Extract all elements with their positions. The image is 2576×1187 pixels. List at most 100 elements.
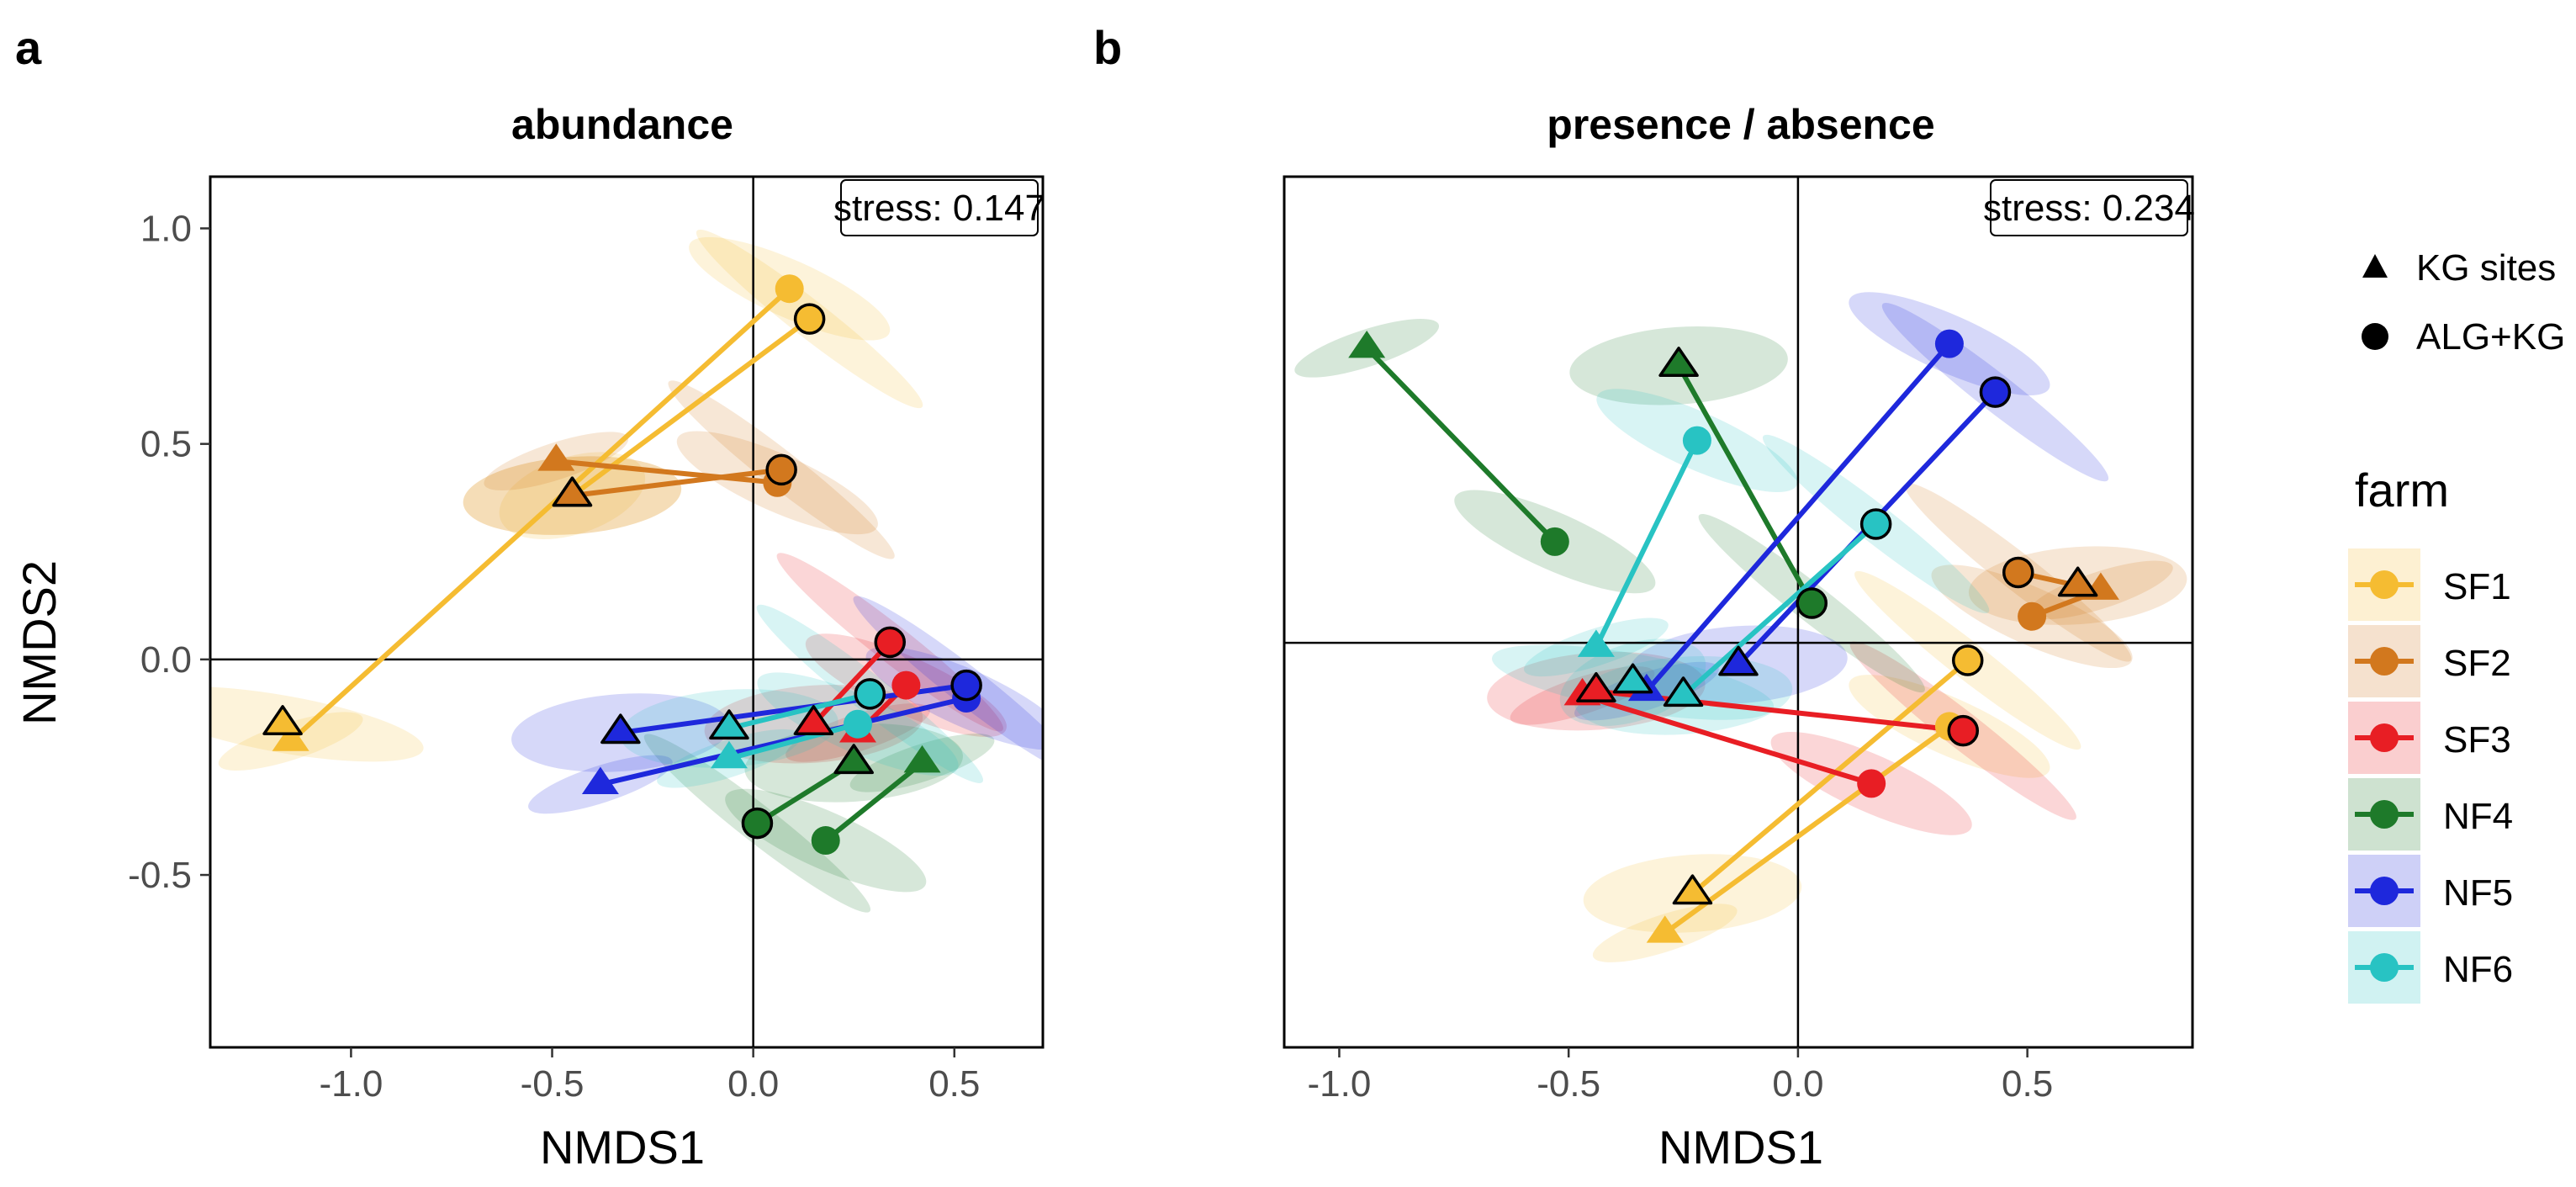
legend: KG sites ALG+KG sites farm SF1 SF2 SF3 NF4 N…	[2348, 247, 2576, 1004]
x-tick-label: -0.5	[521, 1063, 584, 1105]
kg-point-nf4	[903, 745, 941, 773]
legend-farm-nf4: NF4	[2348, 778, 2513, 851]
alg-kg-point-nf4	[1796, 587, 1828, 619]
legend-farm-nf6: NF6	[2348, 931, 2513, 1004]
legend-farm-label: NF5	[2443, 872, 2513, 914]
legend-farm-label: NF6	[2443, 949, 2513, 990]
alg-kg-point-sf3	[1857, 769, 1886, 798]
legend-triangle-key	[2362, 254, 2388, 278]
kg-point-sf2	[2057, 566, 2098, 597]
alg-kg-point-nf6	[1682, 426, 1711, 455]
y-tick-label: 1.0	[140, 208, 192, 249]
kg-point-nf6	[710, 740, 748, 769]
legend-farm-dot	[2370, 570, 2399, 599]
legend-label-alg-kg-sites: ALG+KG sites	[2416, 316, 2576, 358]
panel-a-x-axis-title: NMDS1	[540, 1121, 705, 1174]
x-tick-label: 0.0	[1772, 1063, 1823, 1105]
alg-kg-point-nf5	[950, 669, 982, 702]
legend-shape-circle: ALG+KG sites	[2362, 316, 2576, 358]
alg-kg-point-sf2	[2018, 601, 2047, 631]
legend-farm-sf2: SF2	[2348, 625, 2511, 697]
stress-label: stress: 0.147	[833, 188, 1045, 229]
stress-label-box	[1990, 179, 2188, 236]
connector-line-sf1	[1690, 658, 1970, 897]
y-tick-label: 0.0	[140, 639, 192, 681]
legend-farm-label: NF4	[2443, 796, 2513, 837]
x-tick-label: -1.0	[319, 1063, 383, 1105]
connector-line-sf3	[811, 639, 893, 727]
connector-line-sf1	[1662, 723, 1952, 936]
panel-b-x-axis-title: NMDS1	[1658, 1121, 1823, 1174]
connector-line-sf3	[1579, 692, 1875, 787]
plot-background	[210, 177, 1043, 1047]
kg-point-sf2	[537, 443, 575, 471]
plot-frame	[1283, 175, 2194, 1049]
alg-kg-point-nf6	[1859, 508, 1892, 540]
legend-farm-nf5: NF5	[2348, 855, 2513, 927]
connector-line-nf4	[1364, 345, 1558, 544]
y-tick-label: -0.5	[128, 855, 192, 896]
kg-point-nf5	[1718, 645, 1759, 676]
legend-label-kg-sites: KG sites	[2416, 247, 2556, 289]
legend-shape-triangle: KG sites	[2362, 247, 2556, 289]
panel-b-title: presence / absence	[1547, 101, 1934, 148]
panel-a-y-axis-title: NMDS2	[13, 560, 66, 725]
kg-point-nf4	[1348, 330, 1386, 358]
x-tick-label: 0.5	[928, 1063, 980, 1105]
legend-farm-title: farm	[2355, 464, 2449, 517]
legend-farm-label: SF2	[2443, 643, 2511, 684]
alg-kg-point-sf3	[891, 670, 921, 700]
alg-kg-point-sf3	[1947, 714, 1980, 747]
kg-point-sf2	[552, 476, 593, 507]
legend-farm-label: SF3	[2443, 719, 2511, 760]
alg-kg-point-nf6	[854, 678, 886, 710]
panel-a: a abundance stress: 0.147 -1.0 -0.5 0.0 0.5 -…	[13, 21, 1045, 1174]
connector-line-sf2	[553, 458, 780, 485]
panel-letter-b: b	[1093, 21, 1122, 74]
x-tick-label: -0.5	[1537, 1063, 1600, 1105]
connector-line-nf5	[1643, 341, 1952, 694]
kg-point-sf1	[272, 723, 309, 751]
kg-point-nf6	[1663, 676, 1704, 707]
legend-farm-dot	[2370, 877, 2399, 905]
legend-farm-dot	[2370, 800, 2399, 829]
stress-label-box	[840, 179, 1039, 236]
kg-point-nf6	[1577, 629, 1615, 657]
legend-farm-sf1: SF1	[2348, 548, 2511, 621]
panel-letter-a: a	[15, 21, 42, 74]
connector-line-nf6	[1680, 521, 1879, 698]
connector-line-sf1	[288, 286, 792, 745]
connector-line-nf4	[823, 760, 925, 844]
kg-point-nf4	[833, 744, 874, 775]
legend-farm-dot	[2370, 723, 2399, 752]
legend-circle-key	[2362, 323, 2388, 350]
kg-point-nf4	[1658, 347, 1699, 378]
kg-point-nf5	[581, 766, 619, 794]
alg-kg-point-sf2	[765, 453, 797, 486]
alg-kg-point-nf6	[844, 709, 872, 739]
kg-point-sf1	[262, 705, 303, 735]
panel-b-plot-area: stress: 0.234 -1.0 -0.5 0.0 0.5	[1283, 175, 2195, 1105]
kg-point-sf1	[1646, 915, 1684, 943]
legend-farm-label: SF1	[2443, 566, 2511, 607]
legend-farm-dot	[2370, 647, 2399, 676]
legend-farm-sf3: SF3	[2348, 702, 2511, 774]
y-tick-label: 0.5	[140, 424, 192, 465]
kg-point-nf5	[600, 713, 641, 745]
kg-point-sf3	[793, 705, 834, 735]
alg-kg-point-sf1	[1951, 644, 1984, 676]
alg-kg-point-nf5	[1934, 329, 1964, 358]
alg-kg-point-nf5	[1979, 376, 2012, 408]
legend-farm-dot	[2370, 953, 2399, 982]
alg-kg-point-sf2	[2002, 556, 2034, 589]
kg-point-nf6	[709, 709, 749, 740]
legend-farm-keys: SF1 SF2 SF3 NF4 NF5 NF6	[2348, 548, 2513, 1004]
kg-point-sf3	[1576, 671, 1616, 702]
alg-kg-point-nf4	[741, 807, 774, 840]
panel-a-title: abundance	[511, 101, 733, 148]
connector-line-nf5	[597, 695, 970, 787]
connector-line-nf4	[1676, 363, 1815, 607]
connector-line-nf6	[726, 691, 873, 731]
x-tick-label: 0.0	[727, 1063, 779, 1105]
